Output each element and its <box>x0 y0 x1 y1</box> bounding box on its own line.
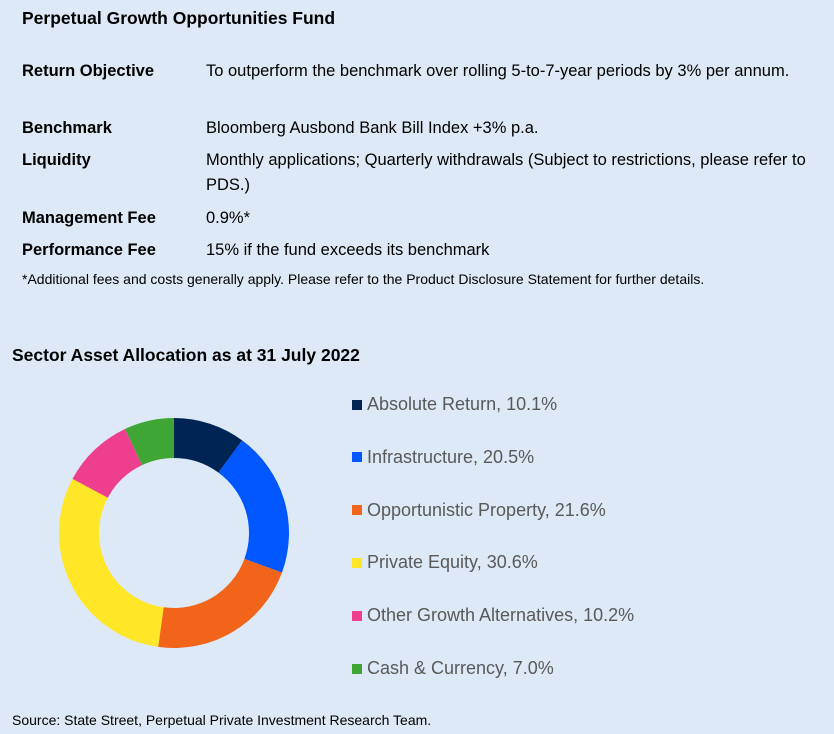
detail-label: Liquidity <box>22 151 91 169</box>
legend-item: Absolute Return, 10.1% <box>352 394 557 415</box>
legend-item: Cash & Currency, 7.0% <box>352 658 554 679</box>
legend-swatch <box>352 452 362 463</box>
legend-swatch <box>352 610 362 621</box>
detail-value: To outperform the benchmark over rolling… <box>206 62 790 80</box>
detail-label: Benchmark <box>22 119 112 137</box>
donut-slice-other-growth-alternatives <box>72 428 143 498</box>
legend-item: Other Growth Alternatives, 10.2% <box>352 605 634 626</box>
source-note: Source: State Street, Perpetual Private … <box>12 712 432 728</box>
legend-item: Opportunistic Property, 21.6% <box>352 500 606 521</box>
legend-swatch <box>352 505 362 516</box>
detail-value: Monthly applications; Quarterly withdraw… <box>206 151 806 194</box>
legend-label: Infrastructure, 20.5% <box>367 446 535 467</box>
legend-item: Private Equity, 30.6% <box>352 552 538 573</box>
detail-label: Performance Fee <box>22 241 156 259</box>
detail-value: Bloomberg Ausbond Bank Bill Index +3% p.… <box>206 119 539 137</box>
donut-slice-opportunistic-property <box>158 558 282 648</box>
legend-swatch <box>352 399 362 410</box>
legend-swatch <box>352 663 362 674</box>
donut-slice-infrastructure <box>218 440 289 573</box>
chart-title: Sector Asset Allocation as at 31 July 20… <box>12 345 360 365</box>
donut-slice-private-equity <box>59 478 164 647</box>
fund-title: Perpetual Growth Opportunities Fund <box>22 8 336 28</box>
legend-item: Infrastructure, 20.5% <box>352 447 534 468</box>
detail-label: Management Fee <box>22 209 156 227</box>
legend-label: Opportunistic Property, 21.6% <box>367 499 606 520</box>
detail-value: 0.9%* <box>206 209 251 227</box>
donut-slice-absolute-return <box>174 418 243 473</box>
footnote: *Additional fees and costs generally app… <box>22 271 705 287</box>
detail-label: Return Objective <box>22 62 155 80</box>
legend-label: Other Growth Alternatives, 10.2% <box>367 605 635 626</box>
legend-label: Absolute Return, 10.1% <box>367 394 558 414</box>
detail-value: 15% if the fund exceeds its benchmark <box>206 241 490 259</box>
legend-swatch <box>352 557 362 568</box>
legend-label: Private Equity, 30.6% <box>367 552 538 573</box>
legend-label: Cash & Currency, 7.0% <box>367 658 554 678</box>
donut-slice-cash-currency <box>125 418 174 466</box>
